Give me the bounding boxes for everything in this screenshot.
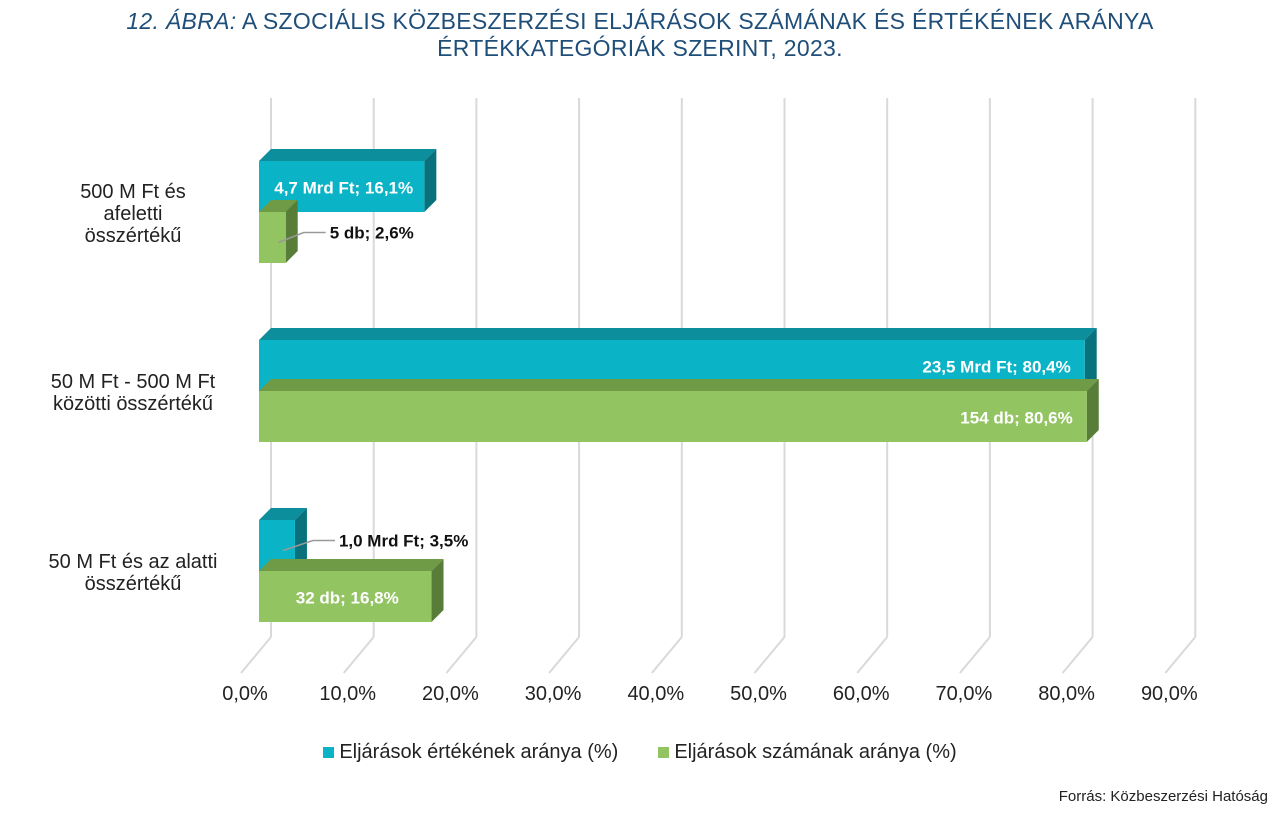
x-tick-label: 20,0% xyxy=(422,683,479,705)
category-label: 50 M Ft és az alatti összértékű xyxy=(49,551,218,595)
bar-value-top xyxy=(259,149,437,161)
gridline-floor xyxy=(651,636,683,674)
category-label-line: összértékű xyxy=(85,573,182,595)
legend-swatch-count xyxy=(658,747,670,758)
title-line-2: ÉRTÉKKATEGÓRIÁK SZERINT, 2023. xyxy=(437,35,843,61)
gridline-floor xyxy=(856,636,888,674)
bar-count-front xyxy=(259,212,286,263)
category-label: 500 M Ft és afeletti összértékű xyxy=(80,181,186,247)
title-line-1: A SZOCIÁLIS KÖZBESZERZÉSI ELJÁRÁSOK SZÁM… xyxy=(241,8,1154,34)
data-label: 5 db; 2,6% xyxy=(330,224,414,243)
data-label: 154 db; 80,6% xyxy=(960,409,1072,428)
bar-chart: 0,0% 10,0% 20,0% 30,0% 40,0% 50,0% 60,0% 70,0% 8… xyxy=(49,98,1198,705)
legend-label-count: Eljárások számának aránya (%) xyxy=(674,741,957,763)
legend: Eljárások értékének aránya (%) Eljárások… xyxy=(0,741,1280,764)
gridline-floor xyxy=(1164,636,1197,674)
data-label: 23,5 Mrd Ft; 80,4% xyxy=(922,358,1070,377)
bar-count-side xyxy=(431,559,444,622)
legend-label-value: Eljárások értékének aránya (%) xyxy=(339,741,619,763)
bar-count-front xyxy=(259,391,1087,442)
gridline-floor xyxy=(1061,636,1094,674)
category-label-line: 50 M Ft - 500 M Ft xyxy=(51,371,216,393)
bar-value-side xyxy=(424,149,437,212)
bar-value-side xyxy=(1084,328,1097,391)
bar-value-top xyxy=(259,328,1097,340)
data-label-leader xyxy=(282,539,335,552)
bar-count-top xyxy=(259,379,1099,391)
x-tick-label: 30,0% xyxy=(525,683,582,705)
bar-count-side xyxy=(285,200,298,263)
category-label-line: 500 M Ft és xyxy=(80,181,186,203)
x-tick-label: 60,0% xyxy=(833,683,890,705)
x-tick-label: 0,0% xyxy=(222,683,268,705)
bar-value-top xyxy=(259,508,307,520)
gridline-floor xyxy=(753,636,786,674)
bar-count-side xyxy=(1086,379,1099,442)
bar-count xyxy=(259,200,298,263)
category-label-line: 50 M Ft és az alatti xyxy=(49,551,218,573)
gridline-floor xyxy=(445,636,478,674)
data-label-leader xyxy=(278,231,326,244)
data-label: 32 db; 16,8% xyxy=(296,589,399,608)
bar-count-front xyxy=(259,571,432,622)
category-label-line: afeletti xyxy=(104,203,163,225)
figure-number: 12. ÁBRA: xyxy=(126,8,237,34)
category-label-line: közötti összértékű xyxy=(53,393,213,415)
source-note: Forrás: Közbeszerzési Hatóság xyxy=(1058,788,1268,805)
bar-count-top xyxy=(259,200,298,212)
bar-count xyxy=(259,379,1099,442)
category-label-line: összértékű xyxy=(85,225,182,247)
data-label: 1,0 Mrd Ft; 3,5% xyxy=(339,532,468,551)
legend-item-value: Eljárások értékének aránya (%) xyxy=(323,741,618,764)
x-tick-label: 40,0% xyxy=(627,683,684,705)
gridline-floor xyxy=(548,636,580,674)
chart-title: 12. ÁBRA: A SZOCIÁLIS KÖZBESZERZÉSI ELJÁ… xyxy=(0,8,1280,62)
x-tick-label: 50,0% xyxy=(730,683,787,705)
x-tick-label: 80,0% xyxy=(1038,683,1095,705)
gridline-floor xyxy=(240,636,272,674)
gridline-floor xyxy=(342,636,375,674)
bar-count-top xyxy=(259,559,444,571)
x-tick-label: 10,0% xyxy=(319,683,376,705)
legend-swatch-value xyxy=(323,747,335,758)
legend-item-count: Eljárások számának aránya (%) xyxy=(658,741,957,764)
bar-count xyxy=(259,559,444,622)
data-label: 4,7 Mrd Ft; 16,1% xyxy=(274,179,413,198)
gridline-floor xyxy=(959,636,991,674)
x-tick-label: 90,0% xyxy=(1141,683,1198,705)
x-tick-label: 70,0% xyxy=(936,683,993,705)
bar-value-side xyxy=(294,508,307,571)
category-label: 50 M Ft - 500 M Ft közötti összértékű xyxy=(51,371,216,415)
